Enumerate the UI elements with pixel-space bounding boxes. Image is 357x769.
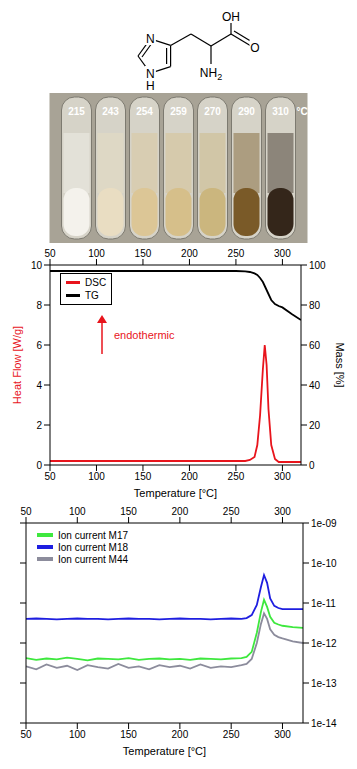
- svg-text:150: 150: [120, 506, 137, 517]
- svg-text:OH: OH: [222, 10, 240, 24]
- svg-text:100: 100: [88, 248, 105, 259]
- svg-text:1e-13: 1e-13: [311, 678, 337, 689]
- html-text:Ion current M44: Ion current M44: [58, 553, 128, 565]
- svg-text:100: 100: [69, 506, 86, 517]
- svg-text:50: 50: [44, 471, 56, 482]
- svg-text:Temperature [°C]: Temperature [°C]: [134, 487, 217, 499]
- svg-text:215: 215: [68, 106, 85, 117]
- svg-text:250: 250: [223, 729, 240, 740]
- html-text:Ion current M18: Ion current M18: [58, 541, 128, 553]
- svg-text:150: 150: [135, 248, 152, 259]
- svg-text:250: 250: [228, 471, 245, 482]
- svg-text:290: 290: [238, 106, 255, 117]
- svg-text:40: 40: [309, 380, 321, 391]
- svg-text:50: 50: [20, 506, 32, 517]
- svg-text:N: N: [146, 32, 155, 46]
- svg-text:100: 100: [88, 471, 105, 482]
- svg-text:150: 150: [120, 729, 137, 740]
- svg-text:N: N: [146, 67, 155, 81]
- svg-text:20: 20: [309, 420, 321, 431]
- svg-text:1e-09: 1e-09: [311, 518, 337, 529]
- svg-text:°C: °C: [297, 106, 308, 117]
- svg-text:Heat Flow [W/g]: Heat Flow [W/g]: [11, 326, 23, 404]
- svg-text:H: H: [146, 79, 155, 93]
- html-text:Ion current M17: Ion current M17: [58, 529, 128, 541]
- svg-text:270: 270: [204, 106, 221, 117]
- html-text:DSC: DSC: [85, 277, 107, 288]
- svg-text:200: 200: [181, 471, 198, 482]
- svg-text:NH2: NH2: [200, 66, 222, 82]
- svg-text:Temperature [°C]: Temperature [°C]: [123, 745, 206, 757]
- svg-text:259: 259: [170, 106, 187, 117]
- svg-text:200: 200: [172, 729, 189, 740]
- svg-text:243: 243: [102, 106, 119, 117]
- html-text:endothermic: endothermic: [114, 329, 175, 341]
- svg-text:300: 300: [274, 248, 291, 259]
- svg-text:200: 200: [172, 506, 189, 517]
- svg-text:6: 6: [36, 340, 42, 351]
- svg-text:80: 80: [309, 300, 321, 311]
- svg-text:2: 2: [36, 420, 42, 431]
- svg-text:250: 250: [223, 506, 240, 517]
- svg-text:8: 8: [36, 300, 42, 311]
- svg-text:200: 200: [181, 248, 198, 259]
- svg-text:0: 0: [36, 460, 42, 471]
- svg-text:4: 4: [36, 380, 42, 391]
- svg-text:1e-11: 1e-11: [311, 598, 336, 609]
- svg-text:150: 150: [135, 471, 152, 482]
- svg-text:250: 250: [228, 248, 245, 259]
- svg-text:100: 100: [309, 260, 326, 271]
- html-text:TG: TG: [85, 290, 99, 301]
- svg-text:10: 10: [31, 260, 43, 271]
- svg-text:300: 300: [274, 471, 291, 482]
- svg-text:100: 100: [69, 729, 86, 740]
- svg-text:254: 254: [136, 106, 153, 117]
- svg-text:300: 300: [274, 506, 291, 517]
- svg-text:0: 0: [309, 460, 315, 471]
- svg-text:O: O: [250, 41, 259, 55]
- svg-text:50: 50: [20, 729, 32, 740]
- svg-text:300: 300: [274, 729, 291, 740]
- svg-text:1e-14: 1e-14: [311, 718, 337, 729]
- svg-text:310: 310: [272, 106, 289, 117]
- svg-text:50: 50: [44, 248, 56, 259]
- svg-text:1e-12: 1e-12: [311, 638, 337, 649]
- svg-text:60: 60: [309, 340, 321, 351]
- svg-text:1e-10: 1e-10: [311, 558, 337, 569]
- svg-text:Mass [%]: Mass [%]: [334, 342, 346, 387]
